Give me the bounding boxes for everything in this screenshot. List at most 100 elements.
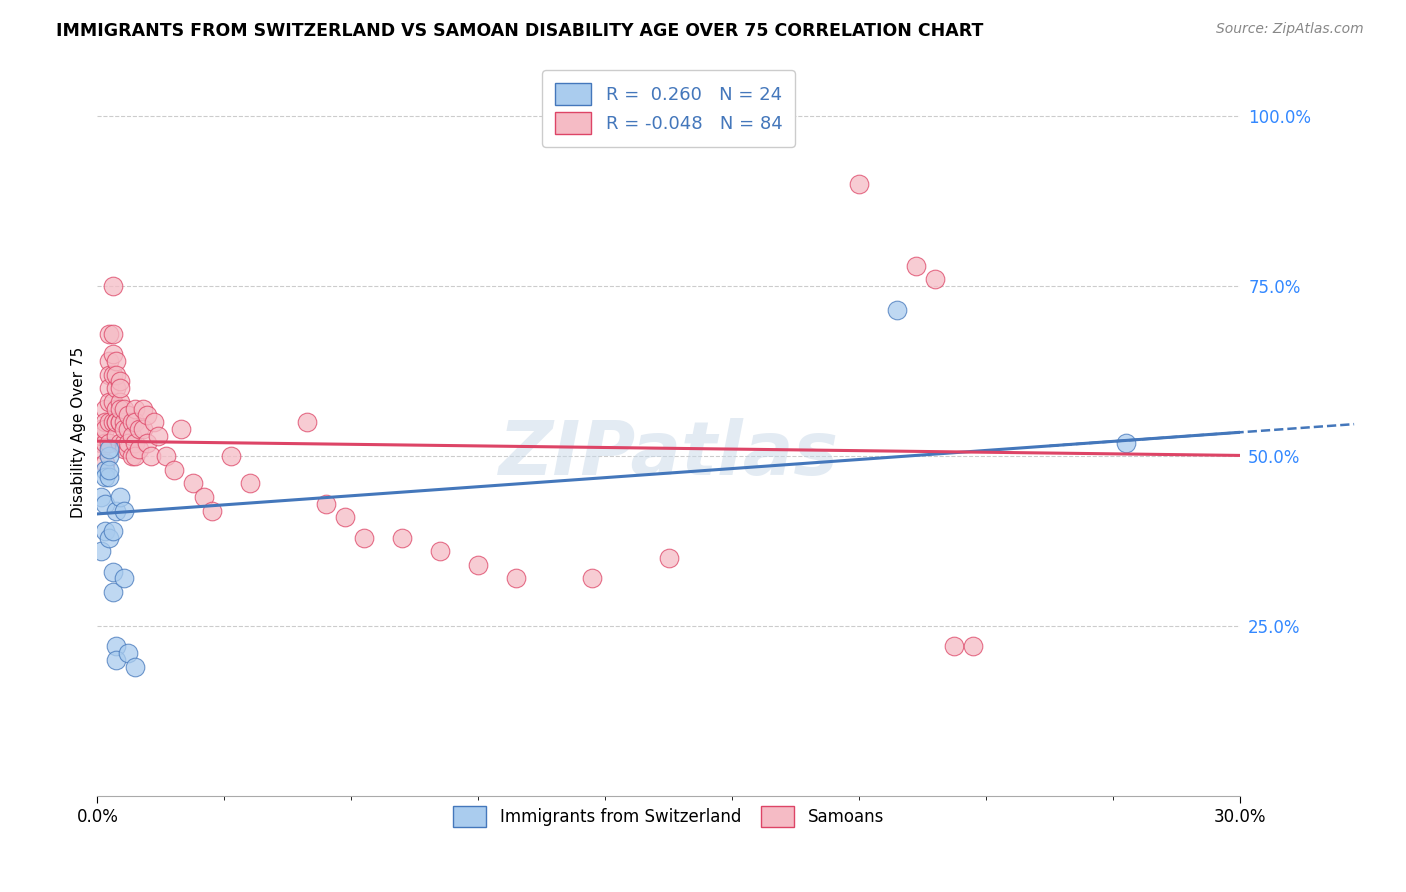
Y-axis label: Disability Age Over 75: Disability Age Over 75 — [72, 347, 86, 518]
Point — [128, 442, 150, 457]
Point — [1115, 435, 1137, 450]
Point — [108, 415, 131, 429]
Point — [101, 279, 124, 293]
Point — [94, 463, 117, 477]
Text: Source: ZipAtlas.com: Source: ZipAtlas.com — [1216, 22, 1364, 37]
Point — [97, 463, 120, 477]
Point — [90, 422, 112, 436]
Point — [112, 503, 135, 517]
Text: ZIPatlas: ZIPatlas — [499, 417, 838, 491]
Point — [108, 401, 131, 416]
Point — [467, 558, 489, 572]
Point — [581, 572, 603, 586]
Point — [924, 272, 946, 286]
Point — [295, 415, 318, 429]
Point — [124, 660, 146, 674]
Point — [124, 415, 146, 429]
Point — [101, 524, 124, 538]
Point — [219, 449, 242, 463]
Point — [108, 415, 131, 429]
Point — [97, 449, 120, 463]
Point — [94, 422, 117, 436]
Point — [200, 503, 222, 517]
Point — [97, 469, 120, 483]
Point — [112, 572, 135, 586]
Point — [108, 435, 131, 450]
Point — [112, 401, 135, 416]
Legend: Immigrants from Switzerland, Samoans: Immigrants from Switzerland, Samoans — [444, 798, 893, 835]
Point — [112, 415, 135, 429]
Point — [505, 572, 527, 586]
Point — [97, 368, 120, 382]
Point — [429, 544, 451, 558]
Point — [108, 381, 131, 395]
Point — [94, 524, 117, 538]
Point — [112, 442, 135, 457]
Point — [108, 374, 131, 388]
Point — [135, 409, 157, 423]
Point — [943, 640, 966, 654]
Point — [101, 585, 124, 599]
Point — [105, 503, 128, 517]
Point — [90, 442, 112, 457]
Point — [101, 326, 124, 341]
Point — [97, 394, 120, 409]
Point — [94, 415, 117, 429]
Point — [155, 449, 177, 463]
Point — [97, 354, 120, 368]
Point — [315, 497, 337, 511]
Point — [101, 565, 124, 579]
Point — [105, 381, 128, 395]
Point — [181, 476, 204, 491]
Point — [101, 394, 124, 409]
Point — [124, 435, 146, 450]
Point — [848, 177, 870, 191]
Point — [117, 646, 139, 660]
Point — [162, 463, 184, 477]
Point — [121, 428, 143, 442]
Point — [117, 442, 139, 457]
Point — [90, 544, 112, 558]
Point — [905, 259, 928, 273]
Point — [132, 422, 155, 436]
Point — [90, 490, 112, 504]
Point — [239, 476, 262, 491]
Point — [97, 326, 120, 341]
Point — [108, 490, 131, 504]
Point — [391, 531, 413, 545]
Point — [124, 401, 146, 416]
Point — [117, 409, 139, 423]
Text: IMMIGRANTS FROM SWITZERLAND VS SAMOAN DISABILITY AGE OVER 75 CORRELATION CHART: IMMIGRANTS FROM SWITZERLAND VS SAMOAN DI… — [56, 22, 984, 40]
Point — [333, 510, 356, 524]
Point — [101, 368, 124, 382]
Point — [105, 415, 128, 429]
Point — [886, 302, 908, 317]
Point — [101, 347, 124, 361]
Point — [121, 415, 143, 429]
Point — [94, 435, 117, 450]
Point — [94, 456, 117, 470]
Point — [97, 435, 120, 450]
Point — [105, 401, 128, 416]
Point — [94, 497, 117, 511]
Point — [170, 422, 193, 436]
Point — [97, 531, 120, 545]
Point — [132, 401, 155, 416]
Point — [90, 428, 112, 442]
Point — [105, 368, 128, 382]
Point — [94, 469, 117, 483]
Point — [658, 551, 681, 566]
Point — [112, 435, 135, 450]
Point — [121, 449, 143, 463]
Point — [108, 394, 131, 409]
Point — [112, 422, 135, 436]
Point — [148, 428, 170, 442]
Point — [105, 428, 128, 442]
Point — [353, 531, 375, 545]
Point — [124, 449, 146, 463]
Point — [97, 381, 120, 395]
Point — [101, 415, 124, 429]
Point — [97, 442, 120, 457]
Point — [94, 401, 117, 416]
Point — [962, 640, 984, 654]
